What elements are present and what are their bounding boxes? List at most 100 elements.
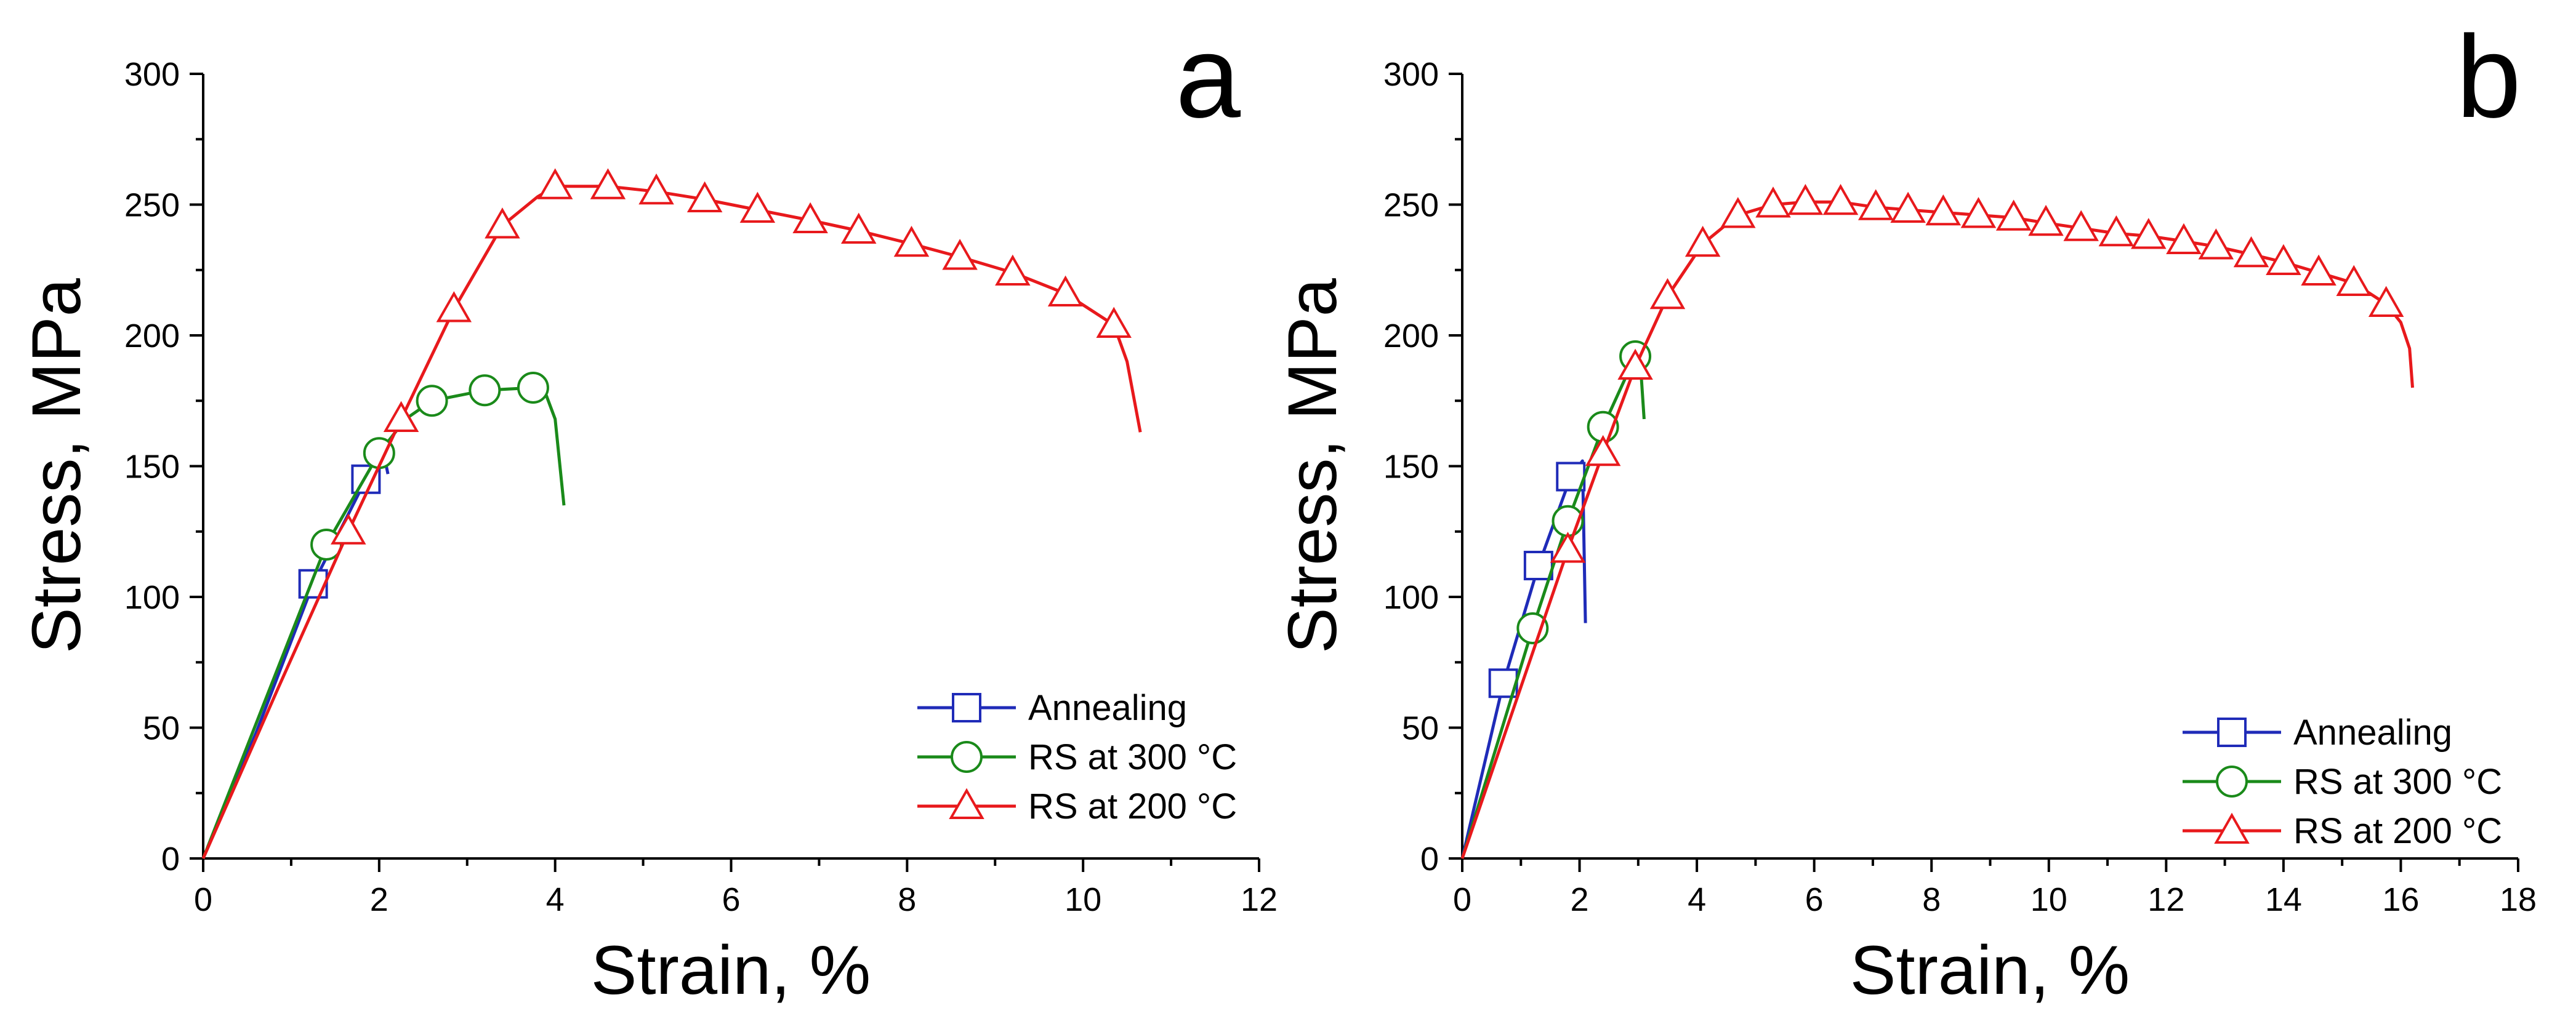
panel-a-x-tick-label: 8: [898, 881, 916, 918]
panel-a-y-tick-label: 0: [161, 841, 180, 878]
panel-b-x-tick-label: 2: [1571, 881, 1589, 918]
panel-a-data-point: [686, 181, 723, 212]
panel-b-legend-marker: [2217, 718, 2247, 747]
panel-a-data-point: [416, 385, 448, 417]
panel-a-label: a: [1175, 12, 1241, 142]
panel-a-data-point: [792, 202, 828, 233]
panel-b-x-tick-label: 0: [1453, 881, 1471, 918]
panel-b-data-point: [2301, 254, 2337, 286]
panel-b-data-point: [2131, 218, 2167, 249]
panel-a-x-tick-label: 12: [1241, 881, 1278, 918]
panel-a-y-tick-label: 200: [124, 318, 180, 354]
panel-b-data-point: [1925, 194, 1962, 226]
panel-b-data-point: [1550, 532, 1586, 563]
panel-a-data-point: [383, 401, 419, 432]
panel-a-legend-marker: [949, 788, 984, 819]
panel-b-data-point: [2336, 265, 2372, 296]
panel-b-label: b: [2456, 12, 2521, 142]
panel-b-y-axis-title: Stress, MPa: [1274, 278, 1351, 654]
panel-b-data-point: [1787, 183, 1824, 215]
panel-b-y-tick-label: 0: [1420, 841, 1439, 878]
panel-b-x-tick-label: 10: [2031, 881, 2067, 918]
panel-b: 0 50 100 150 200 250 300 0 2 4 6 8 10 12 14 16 18 Strain,…: [1274, 12, 2537, 1009]
panel-a-y-tick-label: 250: [124, 187, 180, 224]
panel-b-data-point: [1617, 348, 1653, 380]
panel-b-legend-label: Annealing: [2293, 713, 2452, 753]
panel-b-x-tick-label: 12: [2147, 881, 2184, 918]
panel-a-data-point: [995, 254, 1031, 286]
panel-b-legend-label: RS at 300 °C: [2293, 762, 2502, 802]
panel-b-data-point: [1556, 462, 1586, 492]
panel-b-data-point: [1995, 199, 2032, 231]
panel-b-data-point: [2098, 215, 2135, 247]
panel-a-series-1: [201, 372, 566, 859]
panel-b-data-point: [1523, 551, 1553, 580]
panel-b-y-tick-label: 300: [1383, 56, 1439, 93]
panel-b-x-tick-label: 16: [2382, 881, 2419, 918]
panel-b-y-tick-label: 100: [1383, 579, 1439, 616]
panel-b-data-point: [2233, 236, 2269, 268]
panel-a-x-tick-label: 0: [194, 881, 212, 918]
panel-b-legend-label: RS at 200 °C: [2293, 811, 2502, 851]
panel-b-data-point: [2266, 244, 2301, 275]
panel-b-legend-marker: [2216, 766, 2248, 798]
panel-b-x-tick-label: 14: [2265, 881, 2302, 918]
panel-a-data-point: [469, 374, 501, 407]
panel-a-data-point: [590, 168, 626, 199]
panel-a-data-point: [351, 464, 381, 494]
panel-b-x-axis-title: Strain, %: [1850, 932, 2130, 1009]
panel-b-data-point: [2198, 228, 2234, 260]
panel-b-data-point: [1755, 186, 1791, 218]
panel-b-data-point: [1822, 183, 1859, 215]
panel-b-data-point: [1684, 225, 1721, 257]
panel-a-legend: Annealing RS at 300 °C RS at 200 °C: [917, 688, 1237, 826]
panel-b-data-point: [1649, 278, 1686, 310]
panel-b-series-line: [1460, 200, 2414, 859]
panel-a-data-point: [739, 191, 776, 223]
panel-a-data-point: [331, 513, 366, 545]
panel-b-data-point: [2166, 223, 2202, 254]
panel-a-y-tick-label: 50: [143, 710, 180, 747]
panel-b-data-point: [2063, 210, 2099, 241]
panel-a-data-point: [517, 372, 549, 404]
panel-b-legend-marker: [2214, 812, 2250, 844]
panel-a-x-tick-label: 4: [546, 881, 565, 918]
panel-b-data-point: [2028, 204, 2064, 236]
panel-a-data-point: [1047, 275, 1084, 306]
panel-b-data-point: [2368, 286, 2404, 317]
panel-b-series-2: [1460, 183, 2414, 859]
panel-b-x-tick-label: 4: [1688, 881, 1706, 918]
panel-a-data-point: [485, 207, 520, 239]
panel-a-y-tick-label: 100: [124, 579, 180, 616]
panel-a-x-tick-label: 6: [722, 881, 740, 918]
panel-b-x-tick-label: 18: [2500, 881, 2537, 918]
panel-a-data-point: [436, 291, 472, 322]
panel-a-x-tick-label: 10: [1065, 881, 1101, 918]
panel-a-data-point: [840, 212, 877, 244]
panel-b-y-tick-label: 50: [1402, 710, 1439, 747]
panel-a-legend-label: RS at 200 °C: [1028, 786, 1237, 826]
panel-b-y-tick-label: 200: [1383, 318, 1439, 354]
panel-a: 0 50 100 150 200 250 300 0 2 4 6 8 10 12 Strain, % Stre…: [18, 12, 1278, 1009]
panel-a-data-point: [638, 173, 674, 205]
panel-b-y-tick-label: 150: [1383, 449, 1439, 486]
panel-b-data-point: [1858, 189, 1894, 220]
panel-a-data-point: [1096, 306, 1132, 338]
panel-a-series-2: [201, 168, 1142, 860]
panel-b-y-tick-label: 250: [1383, 187, 1439, 224]
panel-a-legend-label: Annealing: [1028, 688, 1187, 728]
panel-a-legend-label: RS at 300 °C: [1028, 737, 1237, 777]
panel-b-data-point: [1585, 434, 1621, 466]
panel-b-x-tick-label: 6: [1805, 881, 1824, 918]
panel-a-legend-marker: [952, 693, 981, 722]
panel-a-x-axis-title: Strain, %: [591, 932, 871, 1009]
panel-a-legend-marker: [951, 741, 983, 773]
panel-b-x-tick-label: 8: [1922, 881, 1941, 918]
panel-a-y-tick-label: 150: [124, 449, 180, 486]
panel-a-y-axis-title: Stress, MPa: [18, 278, 95, 654]
panel-b-legend: Annealing RS at 300 °C RS at 200 °C: [2183, 713, 2502, 851]
panel-b-data-point: [1890, 191, 1926, 223]
panel-a-data-point: [942, 239, 978, 270]
